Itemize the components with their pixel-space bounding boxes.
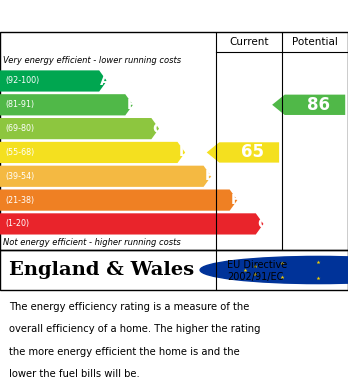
- Text: Potential: Potential: [292, 37, 338, 47]
- Text: F: F: [231, 193, 240, 207]
- Text: B: B: [126, 98, 137, 112]
- Text: A: A: [100, 74, 111, 88]
- Polygon shape: [0, 70, 107, 91]
- Text: G: G: [257, 217, 268, 231]
- Text: (92-100): (92-100): [5, 77, 39, 86]
- Text: Current: Current: [229, 37, 269, 47]
- Text: EU Directive: EU Directive: [227, 260, 287, 270]
- Polygon shape: [0, 142, 185, 163]
- Text: lower the fuel bills will be.: lower the fuel bills will be.: [9, 369, 140, 379]
- Polygon shape: [207, 142, 279, 163]
- Text: (21-38): (21-38): [5, 196, 34, 204]
- Polygon shape: [0, 190, 237, 211]
- Text: The energy efficiency rating is a measure of the: The energy efficiency rating is a measur…: [9, 302, 249, 312]
- Text: Energy Efficiency Rating: Energy Efficiency Rating: [9, 9, 230, 23]
- Polygon shape: [0, 213, 263, 235]
- Text: England & Wales: England & Wales: [9, 261, 194, 279]
- Text: (55-68): (55-68): [5, 148, 34, 157]
- Polygon shape: [0, 166, 211, 187]
- Text: (81-91): (81-91): [5, 100, 34, 109]
- Polygon shape: [0, 118, 159, 139]
- Text: (69-80): (69-80): [5, 124, 34, 133]
- Polygon shape: [272, 95, 345, 115]
- Text: 2002/91/EC: 2002/91/EC: [227, 272, 283, 282]
- Circle shape: [200, 256, 348, 283]
- Text: 65: 65: [241, 143, 264, 161]
- Text: E: E: [205, 169, 214, 183]
- Text: 86: 86: [307, 96, 330, 114]
- Text: (1-20): (1-20): [5, 219, 29, 228]
- Text: overall efficiency of a home. The higher the rating: overall efficiency of a home. The higher…: [9, 325, 260, 334]
- Polygon shape: [0, 94, 133, 115]
- Text: D: D: [179, 145, 190, 160]
- Text: Very energy efficient - lower running costs: Very energy efficient - lower running co…: [3, 56, 182, 65]
- Text: the more energy efficient the home is and the: the more energy efficient the home is an…: [9, 346, 239, 357]
- Text: C: C: [152, 122, 163, 136]
- Text: (39-54): (39-54): [5, 172, 34, 181]
- Text: Not energy efficient - higher running costs: Not energy efficient - higher running co…: [3, 239, 181, 248]
